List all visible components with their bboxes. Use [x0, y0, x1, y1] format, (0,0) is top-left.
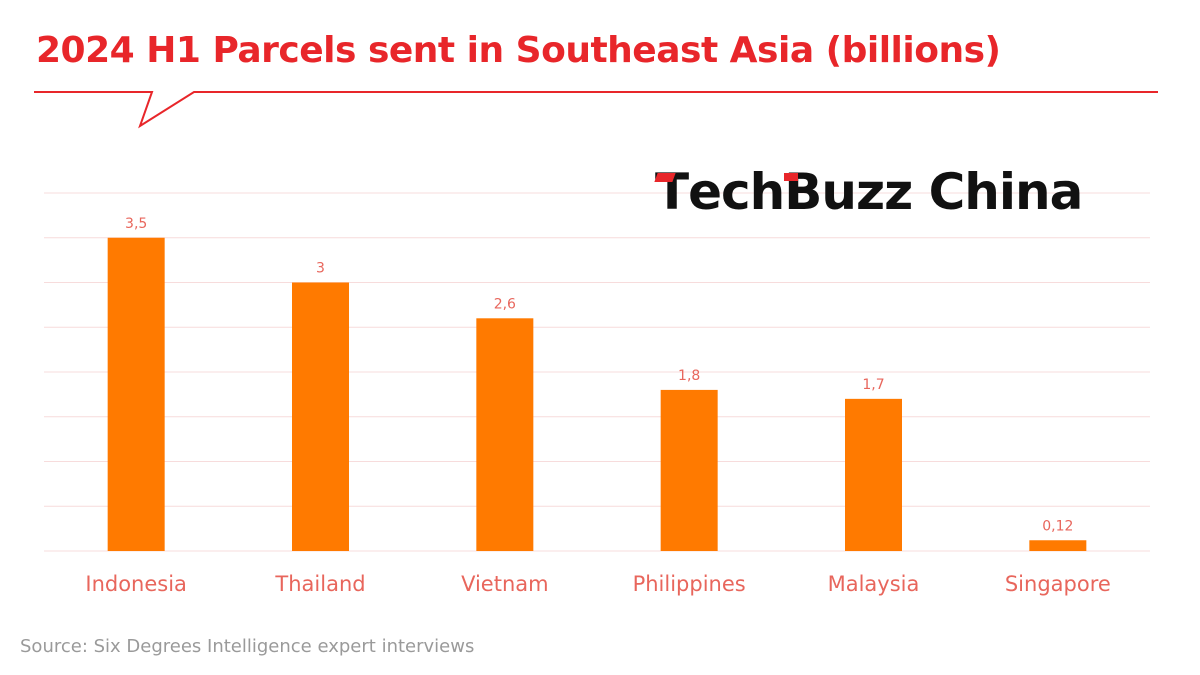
data-label-vietnam: 2,6: [494, 296, 516, 312]
data-label-thailand: 3: [316, 261, 325, 277]
bar-malaysia: [845, 398, 902, 551]
data-label-philippines: 1,8: [678, 368, 700, 384]
bars: [107, 237, 1087, 551]
bar-chart: 3,5 3 2,6 1,8 1,7 0,12 Indonesia Thailand Vietn…: [44, 192, 1150, 596]
gridlines: [44, 192, 1150, 552]
data-label-singapore: 0,12: [1042, 518, 1073, 534]
category-labels: Indonesia Thailand Vietnam Philippines Malay…: [85, 572, 1110, 596]
bar-singapore: [1029, 540, 1087, 551]
bar-indonesia: [107, 237, 165, 551]
category-label-singapore: Singapore: [1005, 572, 1111, 596]
source-note: Source: Six Degrees Intelligence expert …: [20, 636, 475, 657]
data-label-malaysia: 1,7: [862, 377, 884, 393]
bar-thailand: [292, 282, 349, 551]
category-label-malaysia: Malaysia: [828, 572, 920, 596]
bar-vietnam: [476, 318, 534, 551]
title-callout-line: [34, 91, 1158, 129]
techbuzz-china-logo: TechBuzz China: [655, 163, 1083, 221]
chart-title: 2024 H1 Parcels sent in Southeast Asia (…: [36, 30, 1001, 71]
logo-accent-b: B: [784, 163, 822, 221]
bar-philippines: [660, 389, 718, 551]
category-label-philippines: Philippines: [633, 572, 746, 596]
category-label-indonesia: Indonesia: [85, 572, 187, 596]
data-labels: 3,5 3 2,6 1,8 1,7 0,12: [125, 216, 1073, 535]
data-label-indonesia: 3,5: [125, 216, 147, 232]
category-label-vietnam: Vietnam: [461, 572, 549, 596]
category-label-thailand: Thailand: [274, 572, 365, 596]
logo-accent-t: T: [655, 163, 689, 221]
